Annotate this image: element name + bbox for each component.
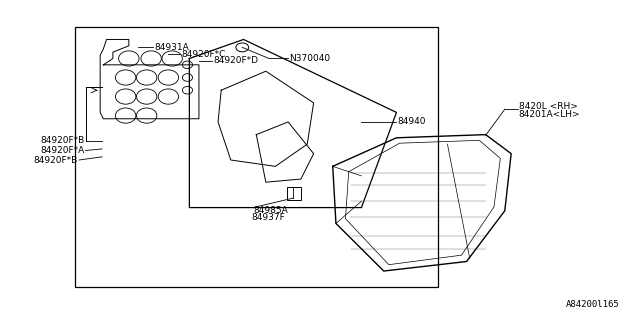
Text: 8420L <RH>: 8420L <RH> (519, 101, 578, 111)
Text: 84920F*A: 84920F*A (40, 146, 84, 155)
Bar (75, 27, 438, 287)
Text: 84920F*B: 84920F*B (40, 136, 84, 145)
Bar (287, 187, 301, 200)
Text: N370040: N370040 (289, 54, 330, 63)
Text: 84920F*C: 84920F*C (181, 50, 225, 59)
Text: 84940: 84940 (397, 117, 426, 126)
Text: 84931A: 84931A (154, 43, 189, 52)
Text: 84920F*B: 84920F*B (34, 156, 78, 164)
Text: 84920F*D: 84920F*D (213, 56, 258, 65)
Text: 84201A<LH>: 84201A<LH> (519, 109, 580, 118)
Text: 84985A: 84985A (253, 206, 288, 215)
Text: 84937F: 84937F (252, 213, 285, 222)
Text: A84200l165: A84200l165 (566, 300, 620, 309)
